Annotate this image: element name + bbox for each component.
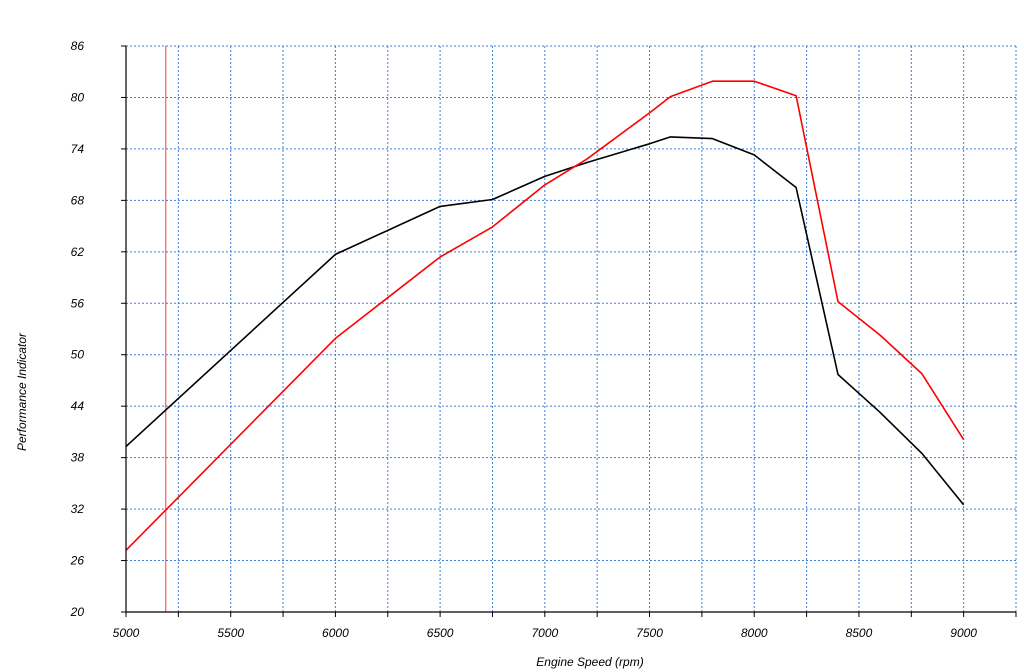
y-tick-label: 68: [71, 193, 85, 207]
y-tick-label: 80: [71, 90, 85, 104]
y-tick-label: 62: [71, 245, 85, 259]
y-tick-label: 32: [71, 502, 85, 516]
axes: [121, 45, 1017, 617]
y-tick-label: 56: [71, 296, 85, 310]
y-axis-title: Performance Indicator: [15, 332, 29, 451]
y-tick-label: 44: [71, 399, 85, 413]
x-tick-labels: 5000 5500 6000 6500 7000 7500 8000 8500 9000: [113, 626, 978, 640]
y-tick-label: 38: [71, 451, 85, 465]
x-tick-label: 9000: [950, 626, 977, 640]
y-tick-label: 26: [70, 554, 85, 568]
y-tick-label: 20: [70, 605, 85, 619]
x-tick-label: 6500: [427, 626, 454, 640]
x-tick-label: 6000: [322, 626, 349, 640]
x-tick-label: 7500: [636, 626, 663, 640]
grid: [126, 45, 1017, 612]
x-tick-label: 8000: [741, 626, 768, 640]
series-line-2: [125, 80, 965, 551]
y-tick-label: 74: [71, 142, 85, 156]
x-tick-label: 5500: [217, 626, 244, 640]
x-tick-label: 8500: [846, 626, 873, 640]
y-tick-label: 50: [71, 348, 85, 362]
y-tick-label: 86: [71, 39, 85, 53]
x-tick-label: 7000: [531, 626, 558, 640]
x-axis-title: Engine Speed (rpm): [536, 655, 643, 669]
y-tick-labels: 20 26 32 38 44 50 56 62 68 74 80 86: [70, 39, 85, 619]
series-line-1: [125, 136, 965, 506]
series-group: [125, 80, 965, 551]
x-tick-label: 5000: [113, 626, 140, 640]
